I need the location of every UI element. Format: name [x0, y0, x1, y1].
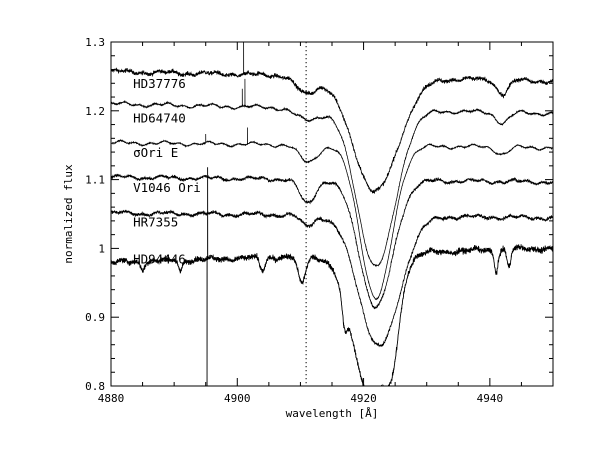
- y-axis-label: normalized flux: [62, 164, 75, 264]
- x-tick-label: 4880: [98, 392, 125, 405]
- series-line-5: [111, 209, 553, 348]
- series-label-4: V1046 Ori: [133, 180, 201, 195]
- series-line-4: [111, 173, 553, 310]
- tick-layer: 4880 4900 4920 4940 0.8 0.9 1 1.1 1.2 1.3: [85, 36, 554, 405]
- x-axis-label: wavelength [Å]: [286, 407, 379, 420]
- series-label-3: σOri E: [133, 145, 178, 160]
- x-tick-label: 4920: [350, 392, 377, 405]
- series-label-1: HD37776: [133, 76, 186, 91]
- series-layer: [111, 42, 553, 386]
- series-label-5: HR7355: [133, 214, 178, 229]
- series-line-6: [111, 167, 553, 386]
- x-tick-label: 4900: [224, 392, 251, 405]
- x-tick-label: 4940: [477, 392, 504, 405]
- series-label-2: HD64740: [133, 110, 186, 125]
- y-tick-label: 1.3: [85, 36, 105, 49]
- y-tick-label: 1.2: [85, 105, 105, 118]
- series-line-1: [111, 42, 553, 194]
- y-tick-label: 0.8: [85, 380, 105, 393]
- series-line-3: [111, 127, 553, 301]
- y-tick-label: 1.1: [85, 174, 105, 187]
- series-label-6: HD94446: [133, 252, 186, 267]
- series-label-layer: HD37776 HD64740 σOri E V1046 Ori HR7355 HD944…: [133, 76, 201, 266]
- y-tick-label: 0.9: [85, 311, 105, 324]
- series-line-2: [111, 78, 553, 268]
- y-tick-label: 1: [98, 242, 105, 255]
